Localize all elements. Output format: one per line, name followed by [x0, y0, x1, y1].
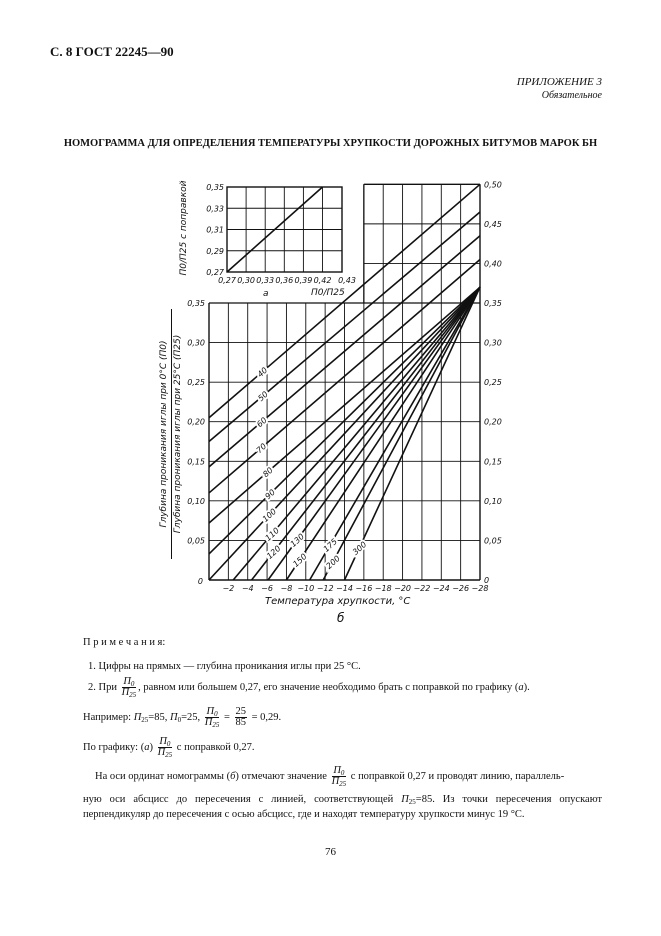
x-tick-label: −6	[261, 584, 273, 593]
inset-frame	[226, 186, 343, 273]
series-line-60	[208, 235, 481, 468]
y-tick-label-right: 0,10	[484, 497, 502, 506]
series-line-120	[250, 286, 481, 581]
y-tick-label-left: 0,20	[187, 418, 205, 427]
y-tick-label-left: 0,30	[187, 339, 205, 348]
inset-x-tick-label: 0,30	[237, 276, 255, 285]
procedure-line-1: На оси ординат номограммы (б) отмечают з…	[95, 765, 565, 788]
y-tick-label-right: 0	[484, 576, 489, 585]
inset-x-tick-label: 0,27	[218, 276, 237, 285]
fraction-p0-p25: П0 П25	[204, 706, 220, 729]
text: 2. При	[88, 681, 117, 693]
fraction-p0-p25: П0 П25	[157, 736, 173, 759]
series-line-100	[208, 286, 481, 581]
y-title-denominator: Глубина проникания иглы при 25°С (П25)	[173, 334, 183, 534]
y-title-numerator: Глубина проникания иглы при 0°С (П0)	[158, 309, 172, 559]
y-tick-label-left: 0,25	[187, 378, 205, 387]
inset-series-line	[226, 186, 324, 273]
series-line-90	[208, 286, 481, 555]
x-tick-label: −24	[433, 584, 450, 593]
notes-heading: П р и м е ч а н и я:	[83, 637, 166, 648]
series-line-200	[322, 286, 481, 581]
inset-x-tick-label: 0,43	[338, 276, 356, 285]
series-line-130	[267, 286, 481, 581]
inset-y-tick-label: 0,33	[206, 204, 224, 213]
x-tick-label: −20	[394, 584, 411, 593]
main-x-axis-title: Температура хрупкости, °С	[265, 596, 411, 607]
series-line-110	[232, 286, 481, 581]
note-1: 1. Цифры на прямых — глубина проникания …	[88, 661, 361, 672]
series-line-80	[208, 286, 481, 524]
y-tick-label-right: 0,50	[484, 180, 502, 189]
y-tick-label-right: 0,15	[484, 457, 502, 466]
inset-y-axis-title: П0/П25 с поправкой	[179, 180, 189, 276]
y-tick-label-right: 0,45	[484, 220, 502, 229]
series-line-150	[285, 286, 481, 581]
x-tick-label: −22	[413, 584, 430, 593]
series-line-175	[308, 286, 481, 581]
graph-line: По графику: (а) П0 П25 с поправкой 0,27.	[83, 736, 255, 759]
page-title: НОМОГРАММА ДЛЯ ОПРЕДЕЛЕНИЯ ТЕМПЕРАТУРЫ Х…	[63, 138, 598, 149]
x-tick-label: −2	[222, 584, 234, 593]
origin-label: 0	[198, 577, 203, 586]
appendix-status: Обязательное	[541, 90, 602, 101]
series-line-50	[208, 211, 481, 443]
x-tick-label: −26	[452, 584, 469, 593]
y-tick-label-right: 0,40	[484, 259, 502, 268]
series-line-40	[208, 183, 481, 419]
inset-y-tick-label: 0,27	[206, 268, 225, 277]
series-label-200: 200	[324, 554, 341, 571]
text: , равном или большем 0,27, его значение …	[138, 681, 519, 693]
inset-y-tick-label: 0,31	[206, 226, 224, 235]
page-header: С. 8 ГОСТ 22245—90	[50, 44, 174, 59]
fraction-p0-p25: П0 П25	[121, 676, 137, 699]
x-tick-label: −16	[355, 584, 372, 593]
x-tick-label: −14	[336, 584, 353, 593]
inset-x-tick-label: 0,42	[314, 276, 332, 285]
x-tick-label: −28	[472, 584, 489, 593]
inset-x-tick-label: 0,36	[275, 276, 293, 285]
y-tick-label-left: 0,10	[187, 497, 205, 506]
fraction-p0-p25: П0 П25	[331, 765, 347, 788]
procedure-line-2: ную оси абсцисс до пересечения с линией,…	[83, 794, 602, 806]
procedure-line-3: перпендикуляр до пересечения с осью абсц…	[83, 809, 525, 820]
inset-y-tick-label: 0,29	[206, 247, 224, 256]
y-tick-label-left: 0,35	[187, 299, 205, 308]
y-tick-label-left: 0,15	[187, 457, 205, 466]
series-line-70	[208, 258, 481, 494]
y-tick-label-right: 0,35	[484, 299, 502, 308]
inset-y-tick-label: 0,35	[206, 183, 224, 192]
inset-caption: а	[263, 289, 269, 299]
note-2: 2. При П0 П25, равном или большем 0,27, е…	[88, 676, 530, 699]
series-label-300: 300	[351, 540, 368, 557]
inset-x-tick-label: 0,33	[256, 276, 274, 285]
inset-x-axis-title: П0/П25	[311, 288, 345, 298]
series-label-100: 100	[261, 507, 278, 524]
x-tick-label: −18	[375, 584, 392, 593]
y-tick-label-right: 0,20	[484, 418, 502, 427]
x-tick-label: −4	[242, 584, 254, 593]
x-tick-label: −12	[317, 584, 334, 593]
inset-x-tick-label: 0,39	[294, 276, 312, 285]
series-label-120: 120	[265, 544, 282, 561]
y-tick-label-left: 0,05	[187, 536, 205, 545]
x-tick-label: −10	[297, 584, 314, 593]
series-label-175: 175	[322, 537, 339, 554]
main-caption: б	[337, 611, 345, 625]
y-tick-label-right: 0,25	[484, 378, 502, 387]
series-label-130: 130	[289, 532, 306, 549]
page-number: 76	[325, 846, 336, 858]
series-line-300	[343, 286, 481, 581]
example-line: Например: П25=85, П0=25, П0 П25 = 25 85 = …	[83, 706, 282, 729]
fraction-25-85: 25 85	[234, 706, 247, 728]
y-tick-label-right: 0,05	[484, 536, 502, 545]
x-tick-label: −8	[281, 584, 293, 593]
y-tick-label-right: 0,30	[484, 339, 502, 348]
main-y-axis-title: Глубина проникания иглы при 0°С (П0) Глу…	[158, 309, 185, 559]
appendix-label: ПРИЛОЖЕНИЕ 3	[516, 76, 602, 88]
